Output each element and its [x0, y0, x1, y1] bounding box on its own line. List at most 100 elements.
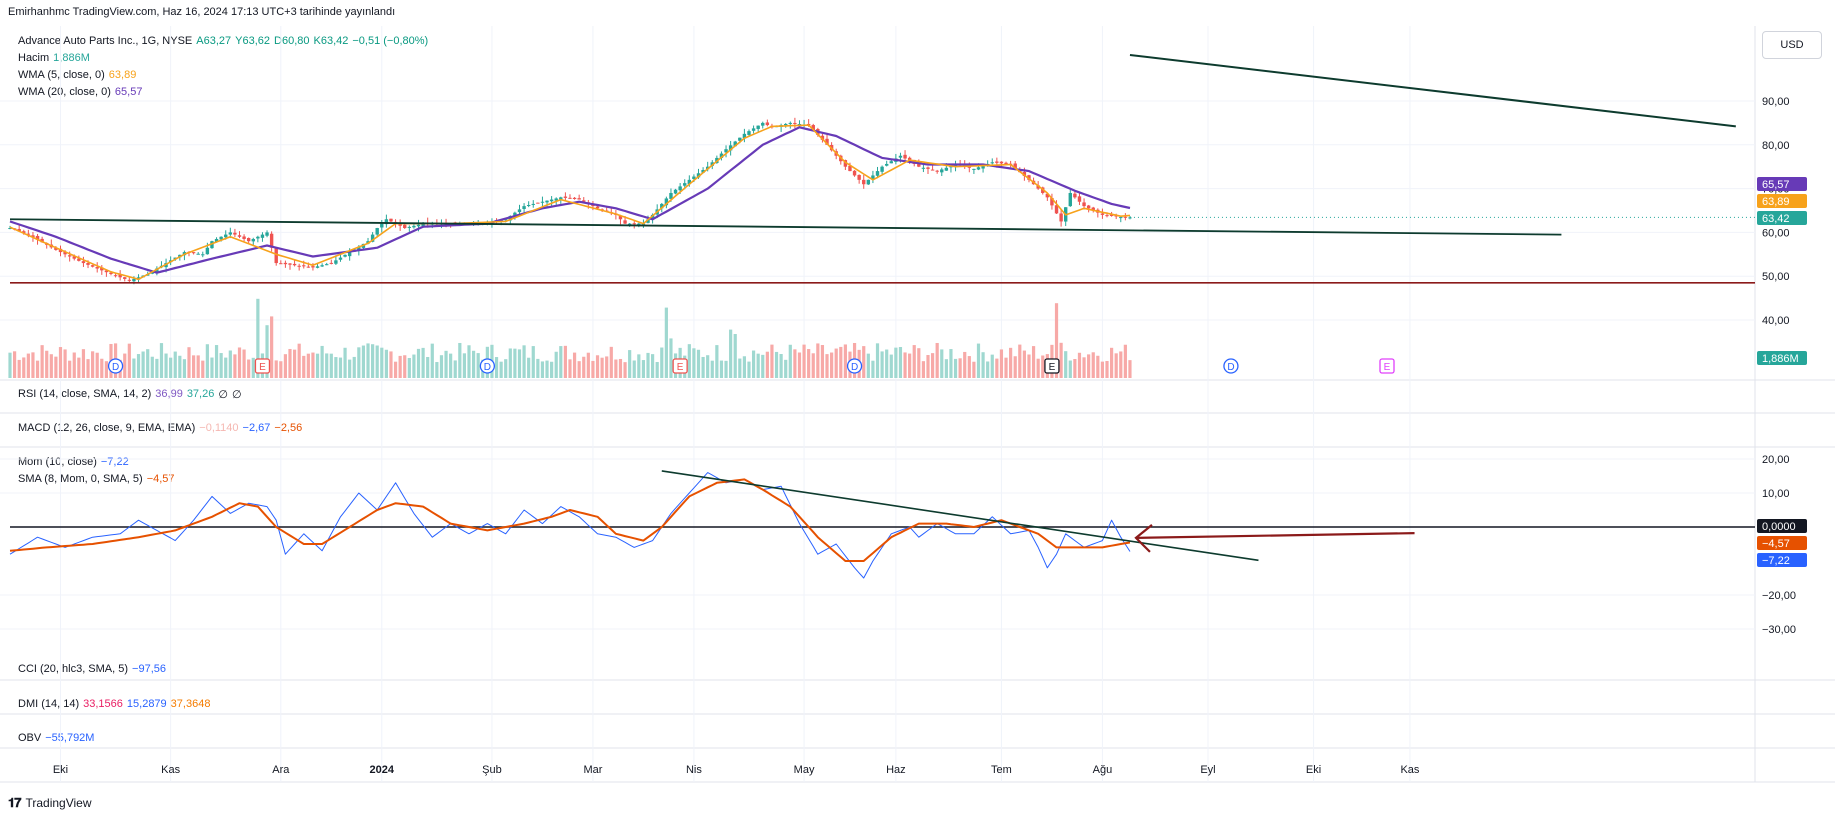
candle-body: [540, 201, 545, 203]
candle-body: [279, 263, 283, 265]
volume-bar: [733, 334, 737, 378]
volume-bar: [1123, 344, 1127, 378]
volume-bar: [930, 353, 935, 378]
volume-bar: [1013, 356, 1017, 378]
candle-body: [903, 154, 907, 159]
event-marker-label: D: [112, 362, 119, 373]
mom-axis-tick: 10,00: [1762, 488, 1790, 500]
candle-body: [219, 236, 223, 240]
volume-bar: [471, 350, 476, 378]
volume-bar: [1018, 344, 1022, 378]
wma20-label[interactable]: WMA (20, close, 0): [18, 86, 111, 98]
volume-bar: [903, 352, 907, 378]
macd-label[interactable]: MACD (12, 26, close, 9, EMA, EMA): [18, 422, 196, 434]
candle-body: [1109, 214, 1114, 216]
mom-descending-trendline: [661, 470, 1259, 562]
earnings-marker: [1379, 358, 1395, 374]
candle-body: [733, 141, 737, 147]
symbol-name[interactable]: Advance Auto Parts Inc., 1G, NYSE: [18, 35, 193, 47]
candle-body: [201, 254, 205, 256]
cci-label[interactable]: CCI (20, hlc3, SMA, 5): [18, 663, 129, 675]
volume-bar: [306, 353, 310, 378]
price-tag-bg: [1757, 177, 1807, 191]
volume-bar: [219, 353, 223, 378]
candle-body: [862, 179, 866, 185]
candle-body: [104, 270, 109, 273]
volume-bar: [908, 353, 912, 378]
volume-bar: [338, 357, 343, 378]
candle-body: [311, 266, 315, 268]
volume-bar: [600, 357, 604, 378]
obv-label[interactable]: OBV: [18, 732, 42, 744]
candle-body: [618, 215, 623, 220]
candle-body: [1045, 193, 1050, 198]
volume-bar: [816, 343, 820, 378]
volume-label[interactable]: Hacim: [18, 52, 50, 64]
volume-bar: [439, 355, 444, 378]
volume-bar: [1054, 303, 1059, 378]
candle-body: [297, 265, 301, 267]
volume-value: 1,886M: [53, 52, 90, 64]
volume-bar: [146, 349, 150, 378]
open-value: A63,27: [196, 35, 232, 47]
rsi-label[interactable]: RSI (14, close, SMA, 14, 2): [18, 388, 152, 400]
volume-bar: [334, 357, 338, 378]
rsi-value-4: ∅: [231, 389, 242, 401]
candle-body: [871, 175, 875, 179]
candle-body: [407, 226, 412, 228]
volume-bar: [8, 352, 12, 378]
candle-body: [123, 277, 127, 279]
volume-bar: [17, 359, 21, 378]
candle-body: [554, 198, 558, 201]
volume-bar: [687, 344, 691, 378]
dmi-label[interactable]: DMI (14, 14): [18, 698, 80, 710]
candle-body: [380, 223, 384, 228]
volume-bar: [536, 358, 540, 378]
x-tick-label: Eki: [53, 764, 68, 776]
candle-body: [292, 263, 297, 266]
candle-body: [228, 232, 233, 235]
volume-bar: [426, 356, 430, 378]
volume-bar: [453, 360, 457, 378]
volume-bar: [949, 349, 953, 378]
volume-bar: [315, 353, 320, 378]
volume-bar: [664, 307, 668, 378]
volume-bar: [935, 342, 939, 378]
sma-label[interactable]: SMA (8, Mom, 0, SMA, 5): [18, 473, 143, 485]
volume-bar: [398, 355, 402, 378]
volume-tag: 1,886M: [1762, 353, 1799, 365]
volume-bar: [807, 349, 811, 378]
candle-body: [522, 206, 526, 209]
volume-bar: [40, 345, 44, 378]
neckline-trendline: [9, 218, 1562, 236]
volume-bar: [651, 354, 655, 378]
volume-bar: [499, 361, 503, 378]
momentum-sma-line: [9, 478, 1131, 562]
volume-bar: [205, 344, 209, 378]
currency-button[interactable]: USD: [1762, 31, 1822, 59]
volume-bar: [1027, 354, 1031, 378]
candle-body: [765, 122, 770, 126]
candle-body: [329, 262, 333, 264]
macd-value-3: −2,56: [274, 422, 303, 434]
mom-tag-bg: [1757, 519, 1807, 533]
mom-tag: −7,22: [1762, 555, 1790, 567]
candle-body: [1091, 207, 1095, 211]
tradingview-footer: 𝟏𝟕 TradingView: [8, 795, 92, 811]
volume-bar: [976, 343, 981, 378]
tradingview-brand[interactable]: TradingView: [25, 796, 92, 810]
volume-bar: [343, 347, 347, 378]
volume-bar: [270, 316, 274, 378]
volume-bar: [885, 349, 889, 378]
wma5-label[interactable]: WMA (5, close, 0): [18, 69, 105, 81]
volume-bar: [563, 345, 567, 378]
volume-bar: [761, 354, 765, 378]
volume-bar: [494, 357, 499, 378]
earnings-marker: [254, 358, 271, 374]
candle-body: [572, 197, 577, 200]
volume-bar: [136, 354, 141, 378]
volume-bar: [361, 345, 366, 378]
dmi-value-2: 15,2879: [126, 698, 167, 710]
volume-bar: [770, 344, 774, 378]
